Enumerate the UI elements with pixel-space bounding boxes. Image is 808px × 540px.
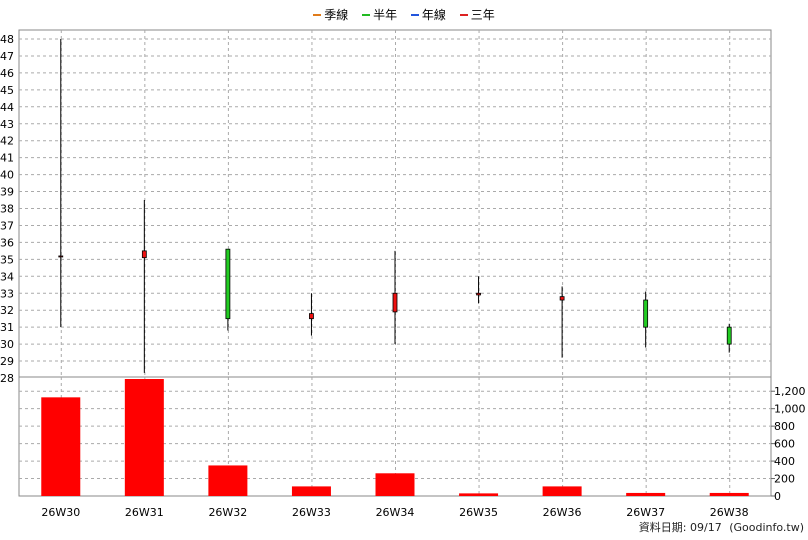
price-tick-label: 35: [0, 253, 14, 266]
candle-body: [58, 255, 64, 258]
price-tick-label: 39: [0, 186, 14, 199]
volume-bar: [291, 486, 331, 496]
price-tick-label: 32: [0, 304, 14, 317]
x-tick-label: 26W32: [208, 506, 247, 519]
candle: [476, 276, 481, 304]
legend: 季線 半年 年線 三年: [0, 6, 808, 23]
candle: [643, 291, 649, 348]
volume-tick-label: 400: [774, 455, 795, 468]
x-tick-label: 26W30: [41, 506, 80, 519]
legend-label-half-year: 半年: [373, 8, 398, 22]
price-tick-label: 44: [0, 101, 14, 114]
data-source: (Goodinfo.tw): [729, 521, 804, 534]
price-tick-label: 43: [0, 118, 14, 131]
volume-tick-label: 1,000: [774, 403, 806, 416]
price-tick-label: 36: [0, 236, 14, 249]
candle: [392, 250, 398, 345]
x-axis: 26W30 26W31 26W32 26W33 26W34 26W35 26W36 26W37…: [41, 506, 748, 519]
legend-swatch-year: [410, 13, 419, 16]
price-tick-label: 29: [0, 355, 14, 368]
x-tick-label: 26W35: [459, 506, 498, 519]
price-tick-label: 40: [0, 169, 14, 182]
volume-bar: [41, 397, 81, 496]
candle: [309, 293, 314, 336]
candle: [58, 39, 64, 328]
volume-tick-label: 0: [774, 490, 781, 503]
price-tick-label: 47: [0, 50, 14, 63]
x-tick-label: 26W38: [710, 506, 749, 519]
legend-item-half-year: 半年: [362, 6, 397, 23]
price-y-axis: 28 29 30 31 32 33 34 35 36 37 38 39 40 41 42 43 44 45 46 47…: [0, 33, 14, 385]
price-tick-label: 48: [0, 33, 14, 46]
volume-bar: [208, 465, 248, 496]
price-tick-label: 28: [0, 372, 14, 385]
x-tick-label: 26W33: [292, 506, 331, 519]
legend-item-quarter: 季線: [313, 6, 348, 23]
price-tick-label: 46: [0, 67, 14, 80]
volume-bars: [41, 379, 749, 496]
price-tick-label: 41: [0, 152, 14, 165]
candle: [726, 323, 732, 353]
candle-body: [559, 296, 565, 301]
price-tick-label: 37: [0, 219, 14, 232]
volume-tick-label: 1,200: [774, 385, 806, 398]
price-tick-label: 30: [0, 338, 14, 351]
candle-body: [141, 250, 147, 259]
volume-bar: [626, 492, 666, 496]
x-tick-label: 26W31: [125, 506, 164, 519]
candle-body: [643, 299, 649, 328]
candle: [225, 248, 231, 331]
volume-y-axis: 0 200 400 600 800 1,000 1,200: [771, 385, 806, 503]
volume-bar: [124, 379, 164, 496]
candle-body: [476, 292, 481, 296]
x-tick-label: 26W36: [543, 506, 582, 519]
candle: [559, 286, 565, 358]
candle-body: [726, 326, 732, 345]
footer: 資料日期: 09/17 (Goodinfo.tw): [635, 519, 804, 535]
legend-label-three-year: 三年: [470, 8, 495, 22]
price-tick-label: 38: [0, 203, 14, 216]
volume-tick-label: 800: [774, 420, 795, 433]
legend-swatch-three-year: [459, 13, 468, 16]
legend-label-quarter: 季線: [324, 8, 349, 22]
price-tick-label: 42: [0, 135, 14, 148]
volume-tick-label: 200: [774, 473, 795, 486]
volume-bar: [459, 493, 499, 496]
price-tick-label: 34: [0, 270, 14, 283]
candles: [58, 39, 732, 373]
candle: [141, 200, 147, 373]
volume-bar: [709, 492, 749, 496]
volume-tick-label: 600: [774, 438, 795, 451]
legend-swatch-half-year: [362, 13, 371, 16]
data-date: 資料日期: 09/17: [638, 521, 722, 534]
price-tick-label: 33: [0, 287, 14, 300]
volume-bar: [375, 473, 415, 496]
candle-body: [309, 313, 314, 320]
candle-body: [225, 248, 231, 320]
x-tick-label: 26W34: [376, 506, 415, 519]
legend-item-three-year: 三年: [459, 6, 495, 23]
x-tick-label: 26W37: [626, 506, 665, 519]
price-tick-label: 45: [0, 84, 14, 97]
candle-body: [392, 292, 398, 313]
legend-item-year: 年線: [410, 6, 446, 23]
price-tick-label: 31: [0, 321, 14, 334]
legend-label-year: 年線: [421, 8, 446, 22]
volume-bar: [542, 486, 582, 496]
legend-swatch-quarter: [313, 13, 322, 16]
